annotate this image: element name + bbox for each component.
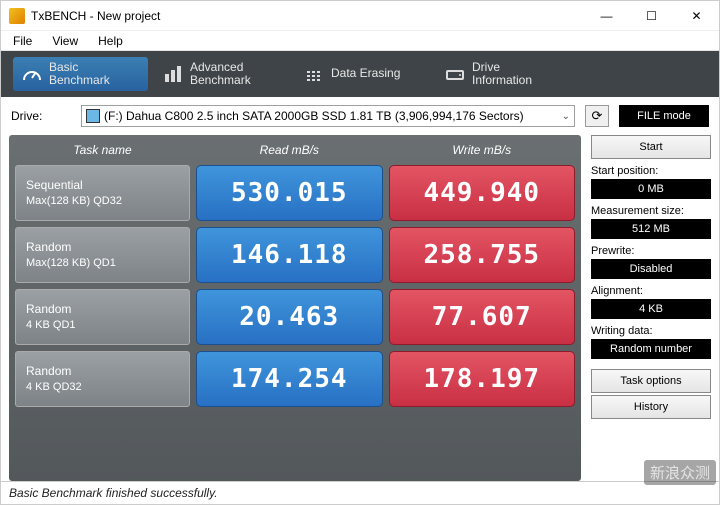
file-mode-button[interactable]: FILE mode — [619, 105, 709, 127]
refresh-button[interactable]: ⟳ — [585, 105, 609, 127]
startpos-label: Start position: — [591, 161, 711, 177]
bench-row: SequentialMax(128 KB) QD32 530.015 449.9… — [15, 165, 575, 221]
tab-drive-l1: Drive — [472, 60, 500, 74]
disk-icon — [86, 109, 100, 123]
gauge-icon — [21, 63, 43, 85]
startpos-value[interactable]: 0 MB — [591, 179, 711, 199]
meas-value[interactable]: 512 MB — [591, 219, 711, 239]
prewrite-value[interactable]: Disabled — [591, 259, 711, 279]
status-bar: Basic Benchmark finished successfully. — [1, 481, 719, 504]
align-label: Alignment: — [591, 281, 711, 297]
drive-bar: Drive: (F:) Dahua C800 2.5 inch SATA 200… — [1, 97, 719, 135]
benchmark-panel: Task name Read mB/s Write mB/s Sequentia… — [9, 135, 581, 481]
read-value: 146.118 — [196, 227, 383, 283]
meas-label: Measurement size: — [591, 201, 711, 217]
tab-basic-l1: Basic — [49, 60, 78, 74]
bench-row: RandomMax(128 KB) QD1 146.118 258.755 — [15, 227, 575, 283]
minimize-button[interactable]: — — [584, 1, 629, 30]
tab-basic-benchmark[interactable]: BasicBenchmark — [13, 57, 148, 91]
prewrite-label: Prewrite: — [591, 241, 711, 257]
tab-erase-l1: Data Erasing — [331, 66, 400, 80]
tab-adv-l2: Benchmark — [190, 73, 251, 87]
task-name[interactable]: RandomMax(128 KB) QD1 — [15, 227, 190, 283]
bench-row: Random4 KB QD32 174.254 178.197 — [15, 351, 575, 407]
drive-value: (F:) Dahua C800 2.5 inch SATA 2000GB SSD… — [104, 109, 524, 123]
write-value: 449.940 — [389, 165, 576, 221]
wdata-value[interactable]: Random number — [591, 339, 711, 359]
menu-help[interactable]: Help — [90, 33, 131, 49]
menu-file[interactable]: File — [5, 33, 40, 49]
tab-advanced-benchmark[interactable]: AdvancedBenchmark — [154, 57, 289, 91]
chevron-down-icon: ⌄ — [562, 111, 570, 122]
refresh-icon: ⟳ — [592, 108, 603, 124]
drive-label: Drive: — [11, 109, 71, 123]
menu-bar: File View Help — [1, 31, 719, 51]
maximize-button[interactable]: ☐ — [629, 1, 674, 30]
window-title: TxBENCH - New project — [31, 9, 584, 23]
write-value: 258.755 — [389, 227, 576, 283]
menu-view[interactable]: View — [44, 33, 86, 49]
task-name[interactable]: Random4 KB QD1 — [15, 289, 190, 345]
main-tabs: BasicBenchmark AdvancedBenchmark Data Er… — [1, 51, 719, 97]
sidebar: Start Start position: 0 MB Measurement s… — [591, 135, 711, 481]
start-button[interactable]: Start — [591, 135, 711, 159]
drive-select[interactable]: (F:) Dahua C800 2.5 inch SATA 2000GB SSD… — [81, 105, 575, 127]
col-read: Read mB/s — [196, 141, 383, 159]
bench-header: Task name Read mB/s Write mB/s — [15, 141, 575, 159]
bench-row: Random4 KB QD1 20.463 77.607 — [15, 289, 575, 345]
main-area: Task name Read mB/s Write mB/s Sequentia… — [1, 135, 719, 481]
align-value[interactable]: 4 KB — [591, 299, 711, 319]
title-bar: TxBENCH - New project — ☐ ✕ — [1, 1, 719, 31]
write-value: 178.197 — [389, 351, 576, 407]
task-options-button[interactable]: Task options — [591, 369, 711, 393]
col-write: Write mB/s — [389, 141, 576, 159]
task-name[interactable]: SequentialMax(128 KB) QD32 — [15, 165, 190, 221]
app-icon — [9, 8, 25, 24]
close-button[interactable]: ✕ — [674, 1, 719, 30]
drive-icon — [444, 63, 466, 85]
window-controls: — ☐ ✕ — [584, 1, 719, 30]
history-button[interactable]: History — [591, 395, 711, 419]
tab-drive-l2: Information — [472, 73, 532, 87]
wdata-label: Writing data: — [591, 321, 711, 337]
erase-icon — [303, 63, 325, 85]
tab-adv-l1: Advanced — [190, 60, 243, 74]
write-value: 77.607 — [389, 289, 576, 345]
tab-basic-l2: Benchmark — [49, 73, 110, 87]
task-name[interactable]: Random4 KB QD32 — [15, 351, 190, 407]
tab-drive-information[interactable]: DriveInformation — [436, 57, 571, 91]
col-task: Task name — [15, 141, 190, 159]
read-value: 174.254 — [196, 351, 383, 407]
bars-icon — [162, 63, 184, 85]
tab-data-erasing[interactable]: Data Erasing — [295, 57, 430, 91]
read-value: 530.015 — [196, 165, 383, 221]
read-value: 20.463 — [196, 289, 383, 345]
